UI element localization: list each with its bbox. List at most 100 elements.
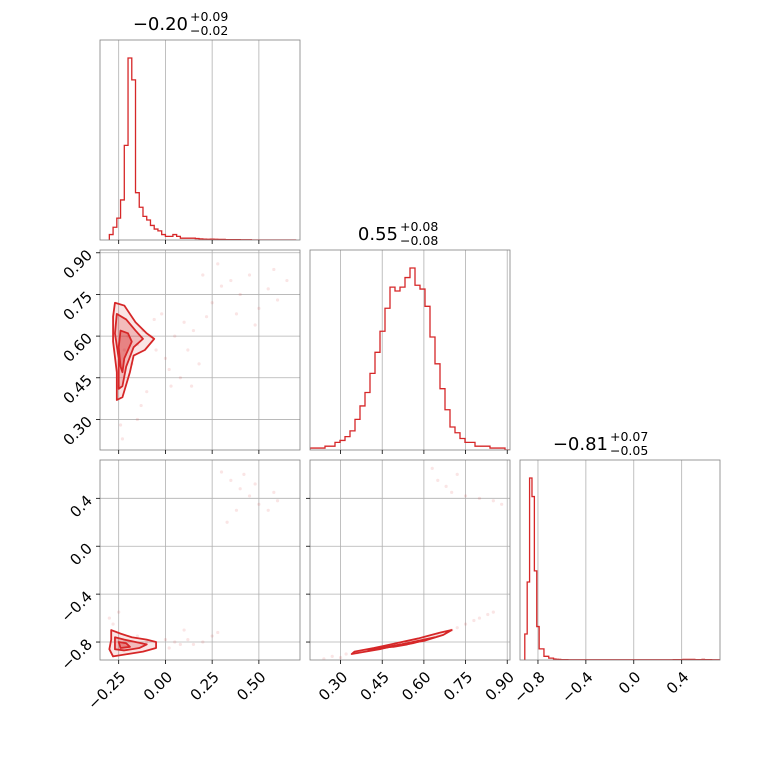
title-minus: −0.08 <box>400 233 438 248</box>
scatter-point <box>145 390 149 394</box>
scatter-point <box>210 634 214 638</box>
title-plus: +0.08 <box>400 219 438 234</box>
y-tick-label: 0.30 <box>60 413 96 449</box>
histogram-step <box>524 477 720 660</box>
scatter-point <box>266 287 270 291</box>
grid <box>340 250 508 450</box>
panel-frame <box>99 39 301 241</box>
scatter-point <box>191 328 196 333</box>
x-tick-label: −0.8 <box>510 668 548 706</box>
scatter-point <box>486 612 490 617</box>
scatter-point <box>216 630 220 635</box>
x-tick-label: 0.60 <box>398 668 434 704</box>
y-tick-label: 0.4 <box>66 492 96 522</box>
scatter-point <box>463 622 468 626</box>
scatter-point <box>247 494 252 498</box>
ticks <box>340 450 508 454</box>
title-minus: −0.02 <box>190 23 228 38</box>
scatter-point <box>436 478 440 482</box>
scatter-point <box>189 384 194 388</box>
scatter-point <box>455 472 459 476</box>
scatter-point <box>154 348 158 352</box>
scatter-point <box>472 618 476 623</box>
x-tick-label: −0.4 <box>558 668 596 706</box>
plot-area <box>524 477 720 660</box>
scatter-point <box>169 384 173 388</box>
panel-frame <box>309 249 511 451</box>
plot-area <box>108 57 297 240</box>
scatter-point <box>117 610 121 614</box>
grid <box>118 40 260 240</box>
scatter-point <box>216 262 220 266</box>
title-plus: +0.07 <box>610 429 648 444</box>
x-tick-label: 0.30 <box>315 668 351 704</box>
scatter-point <box>182 628 186 632</box>
scatter-point <box>167 646 171 650</box>
scatter-point <box>135 634 139 638</box>
panel-scatter-p1-p2: 0.30 0.45 0.60 0.75 0.90 <box>60 246 301 454</box>
scatter-point <box>253 323 257 327</box>
scatter-point <box>111 622 115 626</box>
scatter-point <box>186 638 190 642</box>
panel-scatter-p2-p3: 0.30 0.45 0.60 0.75 0.90 <box>306 459 518 704</box>
ticks <box>96 252 260 454</box>
y-tick-label: −0.4 <box>58 587 96 625</box>
scatter-point <box>450 490 454 494</box>
x-tick-label: 0.00 <box>140 668 176 704</box>
scatter-point <box>430 466 434 470</box>
scatter-point <box>234 312 239 316</box>
scatter-point <box>201 640 205 644</box>
scatter-point <box>322 657 326 660</box>
histogram-step <box>310 267 510 450</box>
panel-frame <box>99 249 301 451</box>
scatter-point <box>247 273 252 277</box>
panel-frame <box>99 459 301 661</box>
title-plus: +0.09 <box>190 9 228 24</box>
scatter-point <box>219 470 224 474</box>
y-tick-label: 0.0 <box>66 540 96 570</box>
panel-hist-p2: 0.55 +0.08−0.08 <box>309 219 511 454</box>
scatter-point <box>122 348 126 352</box>
scatter-point <box>477 496 482 500</box>
x-tick-label: 0.45 <box>357 668 393 704</box>
title-value: 0.55 <box>358 224 398 245</box>
x-tick-label: 0.50 <box>233 668 269 704</box>
scatter-point <box>229 278 233 283</box>
scatter-point <box>160 312 164 316</box>
scatter-point <box>163 356 168 360</box>
ticks <box>118 240 260 244</box>
scatter-point <box>163 638 168 642</box>
scatter-point <box>338 656 343 660</box>
scatter-point <box>191 642 196 647</box>
plot-area <box>322 466 504 660</box>
scatter-point <box>257 502 261 506</box>
x-tick-label: −0.25 <box>84 668 129 713</box>
plot-area <box>107 470 280 658</box>
scatter-point <box>455 626 459 630</box>
title-value: −0.81 <box>553 434 608 455</box>
scatter-point <box>253 482 257 486</box>
scatter-point <box>120 437 125 441</box>
scatter-point <box>118 423 123 427</box>
scatter-point <box>275 298 280 302</box>
panel-frame <box>519 459 721 661</box>
y-tick-label: 0.60 <box>60 329 96 365</box>
panel-hist-p3: −0.81 +0.07−0.05 −0.8 −0.4 0.0 0.4 <box>510 429 721 707</box>
panel-title: −0.20 +0.09−0.02 <box>133 9 229 38</box>
scatter-point <box>242 472 246 476</box>
ticks <box>537 660 683 664</box>
y-tick-label: 0.90 <box>60 246 96 282</box>
scatter-point <box>344 652 348 656</box>
scatter-point <box>463 494 468 498</box>
scatter-point <box>285 278 289 283</box>
scatter-point <box>107 616 111 620</box>
scatter-point <box>266 508 270 512</box>
scatter-point <box>145 640 149 644</box>
plot-area <box>112 262 289 441</box>
scatter-point <box>491 499 495 503</box>
scatter-point <box>139 403 143 408</box>
contour-level-1 <box>112 301 156 401</box>
panel-frame <box>309 459 511 661</box>
panel-title: 0.55 +0.08−0.08 <box>358 219 438 248</box>
